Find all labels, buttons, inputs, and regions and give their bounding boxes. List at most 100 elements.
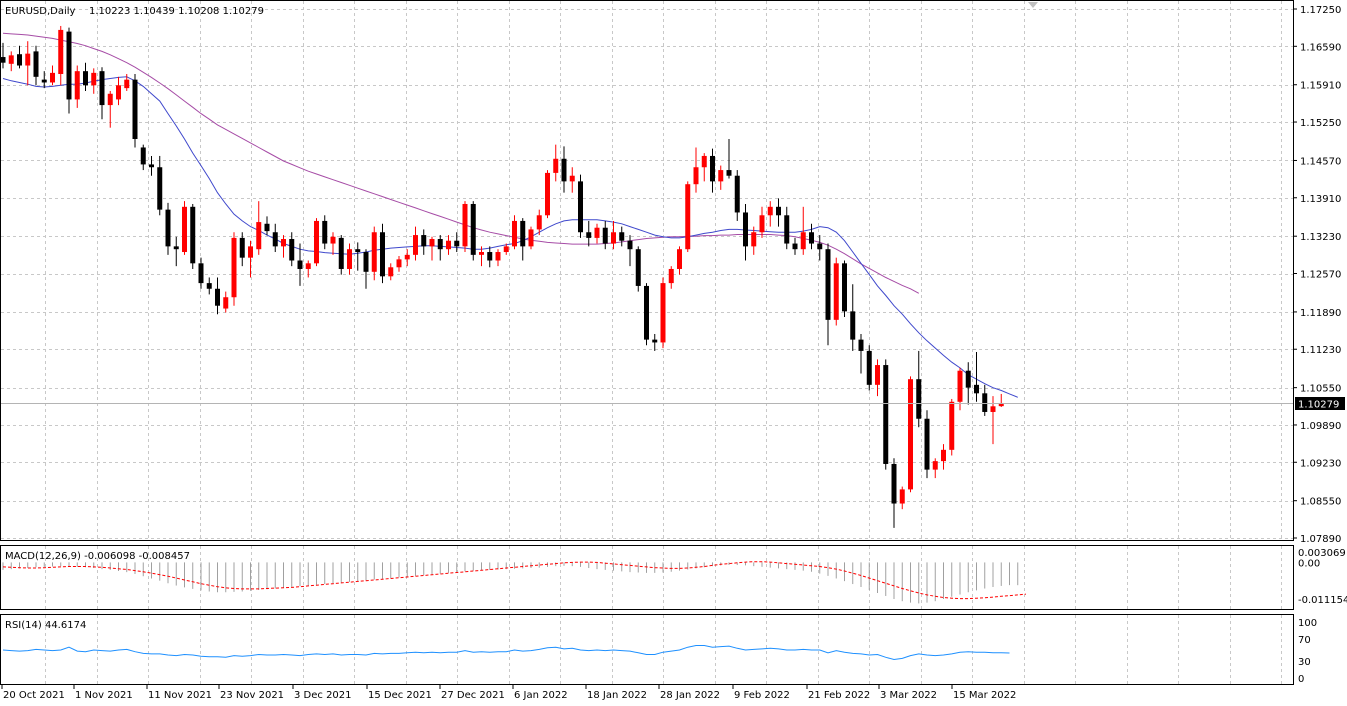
current-price-tag-text: 1.10279 (1298, 400, 1339, 411)
candle (58, 25, 64, 86)
candle-body (74, 71, 80, 100)
candle-body (536, 215, 542, 230)
price-tick-label: 1.08550 (1300, 497, 1341, 508)
candle-body (949, 401, 955, 450)
candle (710, 148, 715, 193)
candle (470, 201, 476, 261)
candle (883, 359, 889, 470)
candle-body (685, 184, 691, 250)
shift-marker-icon[interactable] (1028, 2, 1038, 8)
candle-body (932, 461, 938, 470)
candle-body (850, 311, 856, 340)
candle-body (289, 239, 295, 261)
candle (149, 155, 154, 176)
candle-body (41, 79, 47, 83)
candle (429, 236, 435, 261)
candle-body (149, 164, 154, 168)
candle (25, 41, 31, 86)
candle (404, 249, 410, 267)
candle (347, 243, 352, 275)
candle-body (371, 232, 377, 272)
candle-body (759, 215, 765, 233)
candle (198, 257, 204, 289)
candle (140, 144, 146, 171)
candle (751, 226, 757, 255)
candle (809, 223, 814, 250)
price-tick-label: 1.07890 (1300, 534, 1341, 545)
candle-body (974, 384, 979, 394)
candle (776, 198, 781, 227)
candle (800, 206, 806, 255)
candle-body (437, 239, 443, 250)
candles (0, 25, 1004, 528)
candle (850, 284, 856, 351)
candle-body (776, 206, 781, 216)
candle (33, 45, 39, 86)
date-axis: 20 Oct 2021 1 Nov 2021 11 Nov 2021 23 Nov 2… (1, 684, 1016, 701)
candle-body (693, 167, 699, 185)
rsi-scale-label: 30 (1298, 657, 1311, 668)
candle-body (338, 237, 344, 269)
candle-body (347, 249, 352, 269)
candle (792, 237, 798, 255)
candle-body (421, 235, 427, 247)
candle (982, 384, 988, 416)
candle-body (107, 93, 113, 106)
candle (586, 220, 592, 247)
candle-body (726, 170, 732, 176)
candle (644, 283, 649, 346)
price-tick-label: 1.10550 (1300, 384, 1341, 395)
candle-body (751, 232, 757, 247)
candle (503, 243, 509, 255)
candle (668, 266, 674, 289)
candle (528, 226, 534, 250)
candle (388, 263, 394, 281)
candle-body (891, 463, 897, 504)
candle (899, 486, 905, 510)
rsi-indicator: 100 70 30 0 (2, 618, 1317, 685)
macd-scale-label: 0.003069 (1298, 548, 1346, 559)
candle-body (239, 237, 245, 258)
candle (825, 243, 831, 346)
date-tick-label: 21 Feb 2022 (808, 690, 870, 701)
candle (223, 291, 229, 313)
candle (363, 249, 369, 289)
candle (297, 243, 303, 286)
date-tick-label: 6 Jan 2022 (514, 690, 568, 701)
candle-body (792, 243, 798, 250)
candle (41, 71, 47, 89)
candle-body (330, 236, 336, 244)
candle (272, 223, 278, 253)
candle-body (355, 249, 361, 253)
rsi-label: RSI(14) 44.6174 (5, 620, 86, 631)
candle-body (710, 155, 715, 182)
macd-panel-frame (0, 545, 1294, 610)
candle (17, 45, 22, 69)
candle (908, 376, 913, 493)
candle-body (8, 55, 14, 64)
candle (759, 206, 765, 238)
price-tick-label: 1.13910 (1300, 194, 1341, 205)
candle (83, 62, 88, 91)
date-tick-label: 3 Dec 2021 (294, 690, 352, 701)
candle (891, 458, 897, 528)
rsi-line (2, 645, 1010, 661)
candle-body (223, 297, 229, 309)
candle (413, 226, 418, 261)
candle-body (404, 254, 410, 260)
rsi-scale-label: 0 (1298, 674, 1304, 685)
date-tick-label: 18 Jan 2022 (587, 690, 647, 701)
candle (446, 235, 451, 255)
grid (1, 1, 1293, 684)
candle (932, 458, 938, 479)
candle (50, 65, 55, 86)
price-tick-label: 1.16590 (1300, 42, 1341, 53)
candle (182, 201, 187, 255)
candle (116, 76, 121, 106)
candle (627, 235, 633, 267)
candle-body (858, 339, 864, 351)
price-tick-label: 1.12570 (1300, 270, 1341, 281)
candle (817, 235, 823, 261)
price-tick-label: 1.15910 (1300, 81, 1341, 92)
